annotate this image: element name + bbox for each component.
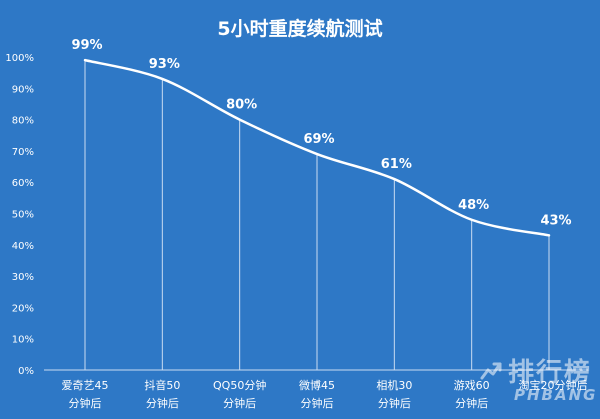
x-tick-label: QQ50分钟 [213,378,266,392]
x-tick-label: 游戏60 [454,379,490,392]
y-tick-label: 0% [18,366,34,377]
x-tick-label: 分钟后 [455,396,488,410]
x-axis-ticks: 爱奇艺45分钟后抖音50分钟后QQ50分钟分钟后微博45分钟后相机30分钟后游戏… [62,378,588,410]
watermark-text-cn: 排行榜 [508,358,593,388]
data-label: 93% [149,57,180,72]
y-axis-ticks: 0% 10% 20% 30% 40% 50% 60% 70% 80% 90% 100% [5,53,34,377]
watermark: 排行榜 PHBANG [478,352,596,414]
y-tick-label: 40% [12,241,34,252]
x-tick-label: 爱奇艺45 [62,379,109,392]
y-tick-label: 20% [12,303,34,314]
series-line [83,58,551,237]
y-tick-label: 100% [5,53,34,64]
y-tick-label: 60% [12,178,34,189]
y-tick-label: 10% [12,335,34,346]
x-tick-label: 分钟后 [301,396,334,410]
ranking-logo-icon [480,362,502,380]
x-tick-label: 微博45 [299,378,335,392]
data-label: 43% [540,213,571,228]
y-tick-label: 30% [12,272,34,283]
data-label: 99% [71,38,102,53]
data-label: 48% [458,198,489,213]
y-tick-label: 50% [12,210,34,221]
y-tick-label: 80% [12,116,34,127]
x-tick-label: 分钟后 [378,396,411,410]
data-label: 61% [381,157,412,172]
data-label: 69% [303,132,334,147]
x-tick-label: 分钟后 [223,396,256,410]
data-label: 80% [226,98,257,113]
data-labels: 99% 93% 80% 69% 61% 48% 43% [71,38,571,228]
x-tick-label: 抖音50 [144,378,180,392]
x-tick-label: 淘宝20分钟后 [519,378,588,392]
y-tick-label: 70% [12,147,34,158]
x-tick-label: 相机30 [376,378,412,392]
x-tick-label: 分钟后 [69,396,102,410]
chart-title: 5小时重度续航测试 [217,17,382,40]
x-tick-label: 分钟后 [146,396,179,410]
drop-lines [84,60,550,370]
watermark-text-en: PHBANG [514,386,598,404]
y-tick-label: 90% [12,84,34,95]
